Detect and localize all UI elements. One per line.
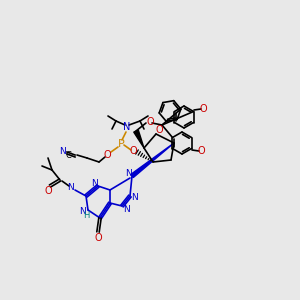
Text: N: N [132,194,138,202]
Text: O: O [199,104,207,114]
Text: N: N [60,148,66,157]
Text: P: P [118,139,124,149]
Polygon shape [134,130,144,148]
Text: O: O [146,117,154,127]
Text: N: N [124,169,131,178]
Text: N: N [123,205,129,214]
Text: N: N [80,208,86,217]
Text: N: N [123,122,131,132]
Polygon shape [131,143,174,178]
Text: O: O [94,233,102,243]
Text: O: O [44,186,52,196]
Text: O: O [155,125,163,135]
Text: H: H [83,211,89,220]
Text: N: N [92,178,98,188]
Text: O: O [103,150,111,160]
Text: O: O [129,146,137,156]
Text: C: C [65,152,71,160]
Text: N: N [68,182,74,191]
Text: O: O [197,146,205,156]
